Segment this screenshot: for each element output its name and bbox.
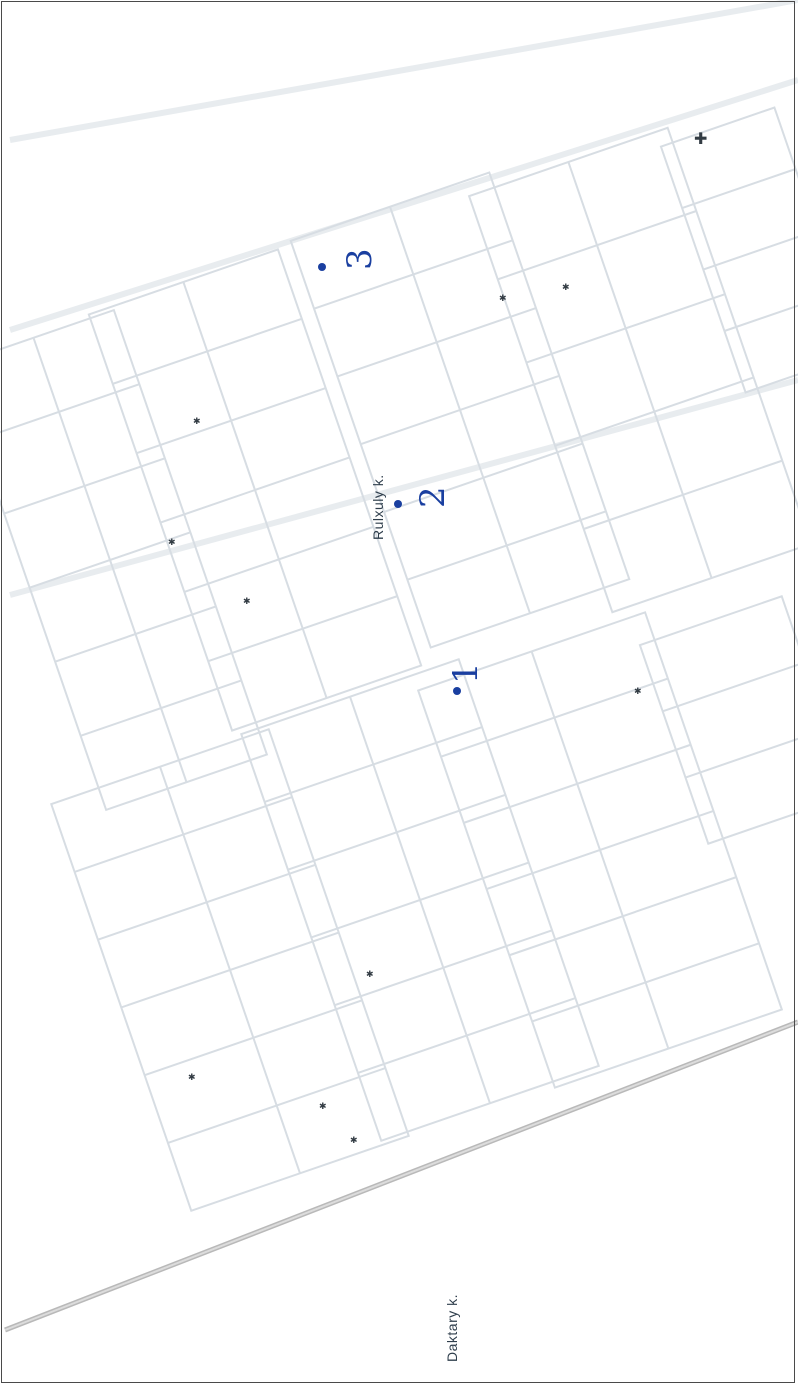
pin-1[interactable]: 1 (446, 662, 486, 695)
markers: ✱ ✱ ✱ ✱ ✱ ✱ ✱ ✱ ✱ ✱ ✚ (168, 129, 707, 1146)
cross-icon: ✚ (694, 129, 707, 148)
city-block (467, 126, 798, 614)
small-cross-marker: ✱ (168, 538, 176, 548)
pin-number: 1 (446, 662, 486, 684)
block-grid (0, 106, 798, 1212)
city-block (289, 171, 631, 649)
city-block (416, 611, 784, 1089)
street-label-daktary: Daktary k. (444, 1294, 460, 1362)
city-block (0, 308, 269, 812)
pin-3[interactable]: 3 (318, 248, 380, 271)
pin-number: 3 (340, 248, 380, 270)
small-cross-marker: ✱ (562, 283, 570, 293)
pin-2[interactable]: 2 (394, 486, 453, 508)
small-cross-marker: ✱ (366, 970, 374, 980)
pin-dot (394, 500, 402, 508)
pin-number: 2 (413, 486, 453, 508)
small-cross-marker: ✱ (193, 417, 201, 427)
small-cross-marker: ✱ (350, 1136, 358, 1146)
faint-roads (9, 0, 798, 598)
pin-dot (318, 263, 326, 271)
main-road (4, 1019, 798, 1333)
city-block (87, 248, 423, 732)
small-cross-marker: ✱ (243, 597, 251, 607)
small-cross-marker: ✱ (319, 1102, 327, 1112)
city-block (239, 658, 601, 1142)
city-block (638, 595, 798, 845)
small-cross-marker: ✱ (188, 1073, 196, 1083)
small-cross-marker: ✱ (499, 294, 507, 304)
pin-dot (453, 687, 461, 695)
city-block (49, 728, 411, 1212)
street-label-rulxuly: Rulxuly k. (370, 474, 386, 540)
small-cross-marker: ✱ (634, 687, 642, 697)
